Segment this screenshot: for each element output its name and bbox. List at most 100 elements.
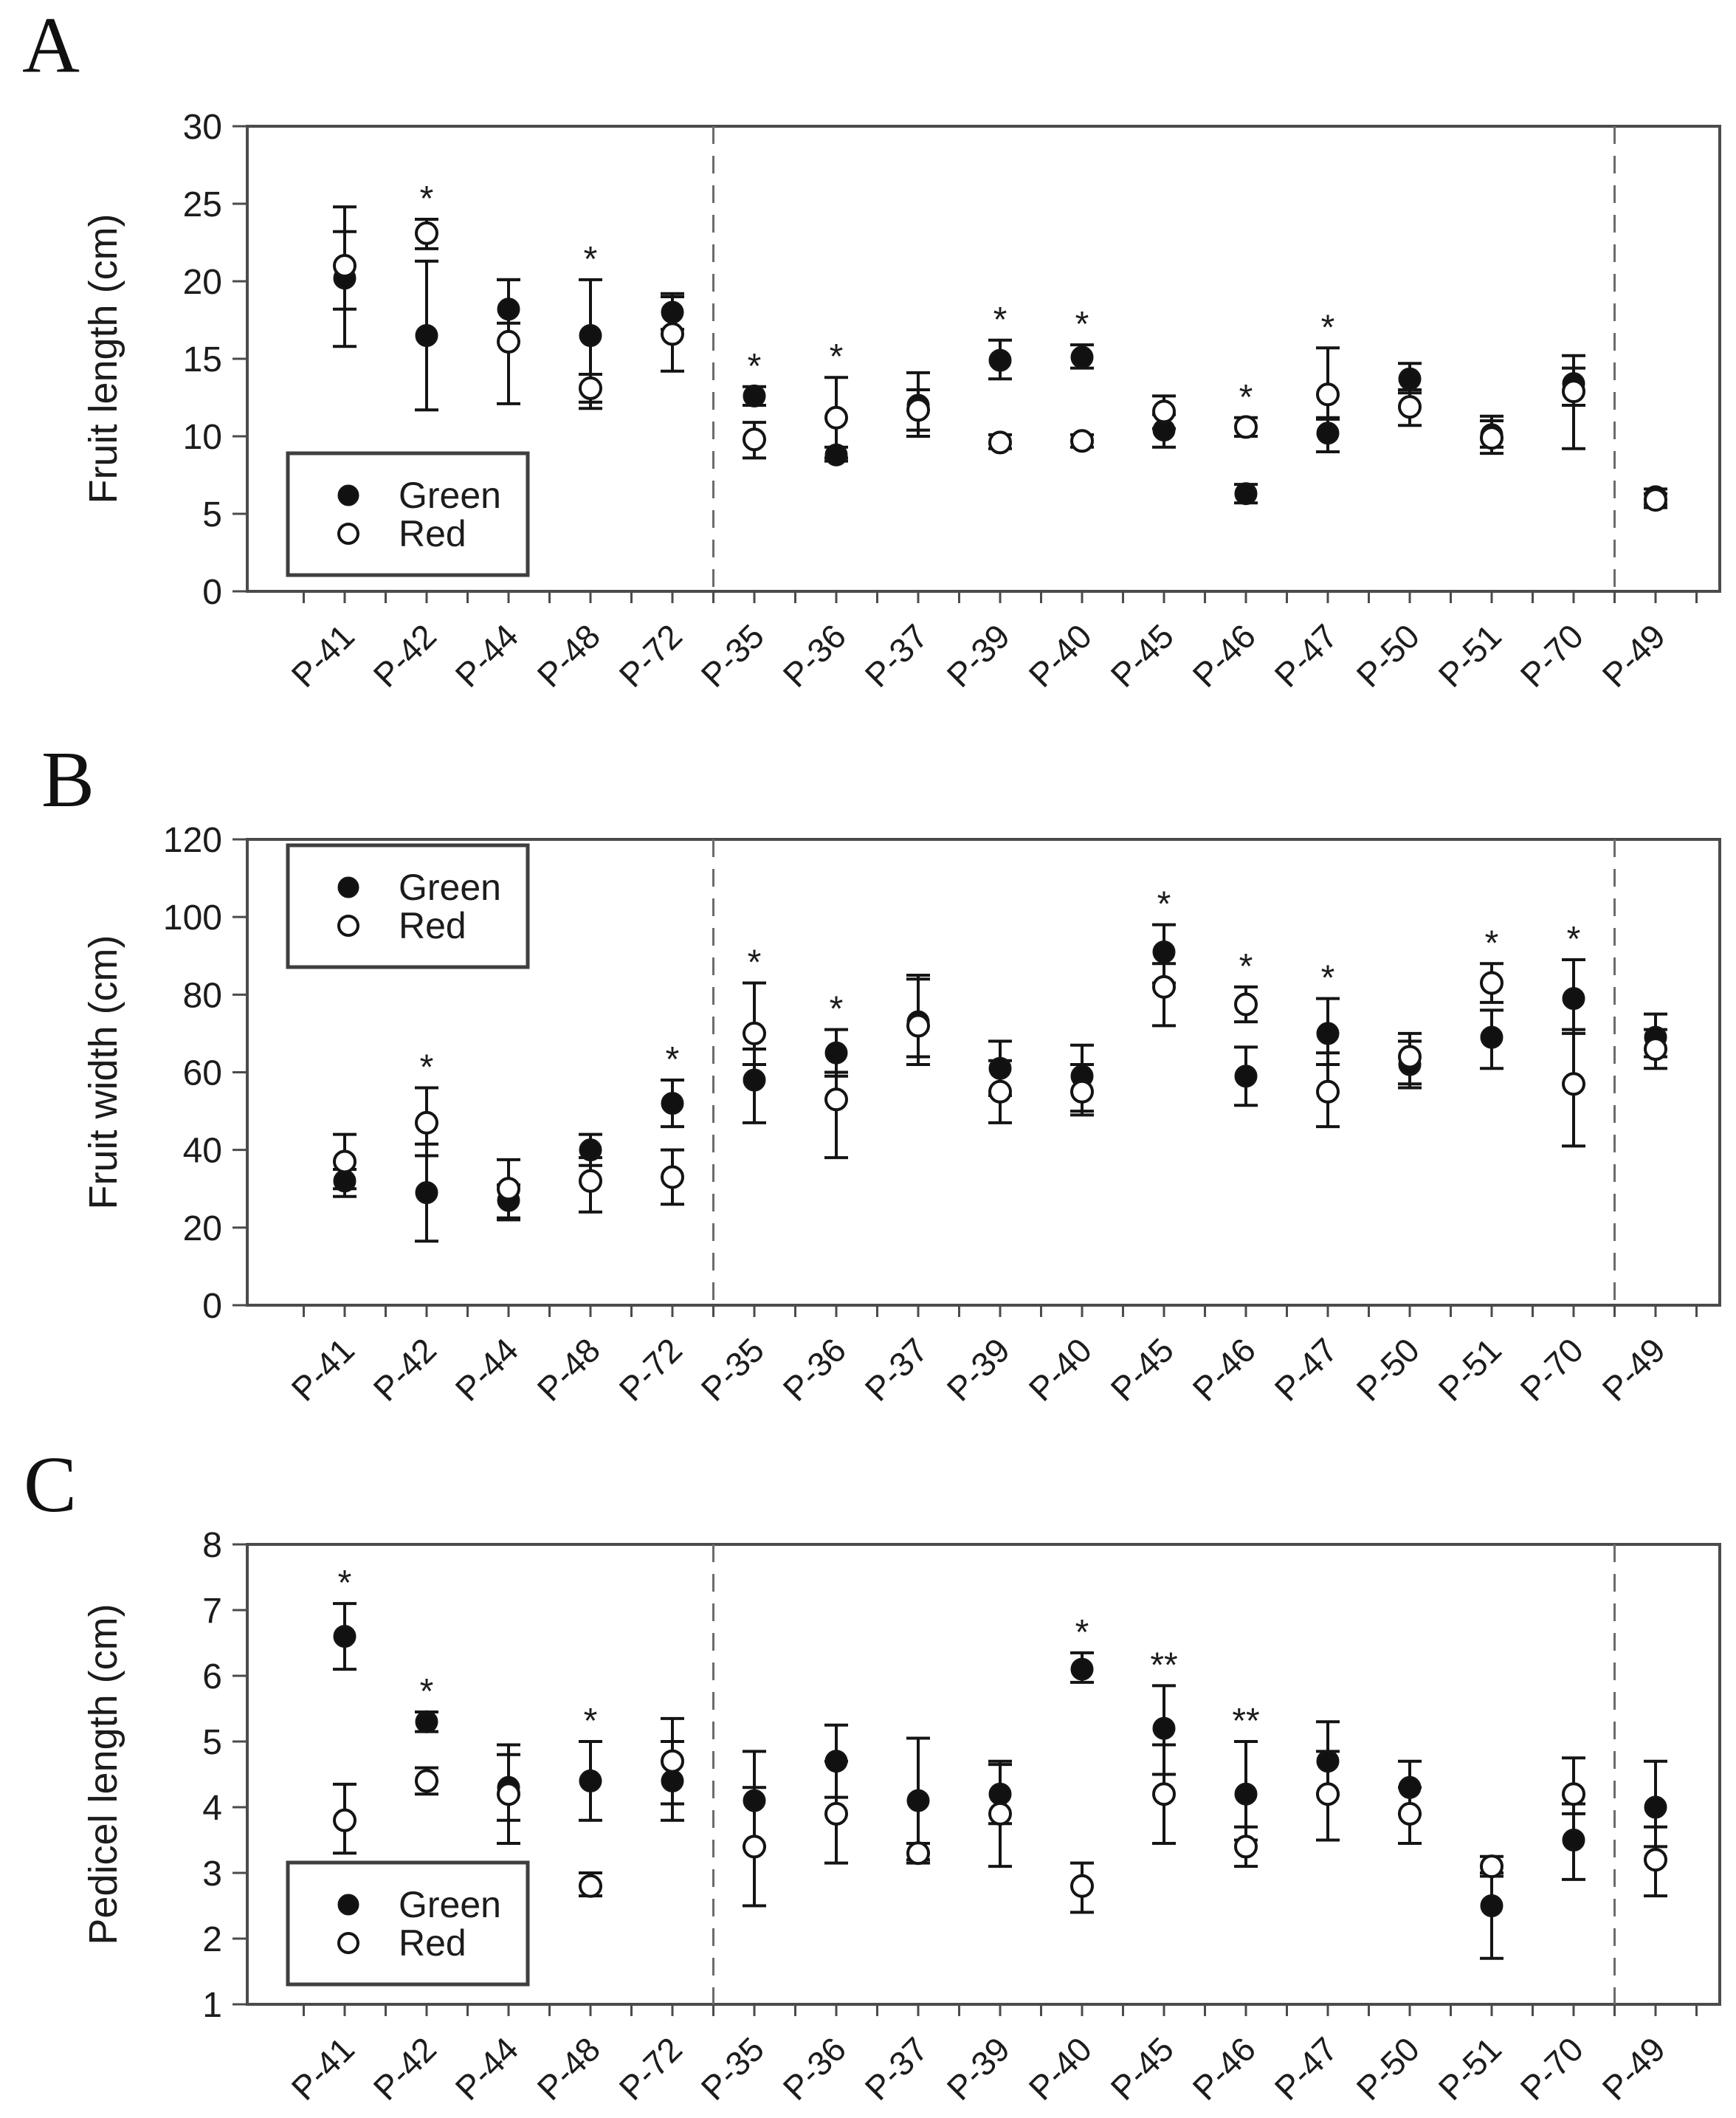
data-point-filled-circle bbox=[1070, 1657, 1094, 1681]
data-point-filled-circle bbox=[1398, 1775, 1422, 1799]
y-axis-title: Fruit width (cm) bbox=[81, 935, 125, 1209]
y-axis: 0 5 10 15 20 25 30 bbox=[183, 108, 247, 612]
x-category-label: P-45 bbox=[1103, 1330, 1181, 1408]
panel-c-label: C bbox=[24, 1441, 78, 1529]
x-category-label: P-45 bbox=[1103, 2029, 1181, 2107]
data-point-open-circle bbox=[1070, 1079, 1094, 1104]
data-point-filled-circle bbox=[743, 1789, 766, 1812]
significance-asterisk: * bbox=[420, 1048, 434, 1087]
legend-marker-open-circle bbox=[337, 523, 359, 545]
data-point-open-circle bbox=[497, 329, 520, 354]
data-point-filled-circle bbox=[743, 1068, 766, 1092]
y-tick-label: 0 bbox=[202, 1287, 222, 1326]
significance-marks: * * * * * * * * bbox=[420, 179, 1335, 417]
panel-a-chart: 0 5 10 15 20 25 30 P-41 P-42 P-44 P-48 P-72 P-35 P-36… bbox=[81, 108, 1721, 695]
data-point-filled-circle bbox=[579, 324, 602, 347]
data-point-filled-circle bbox=[1316, 1750, 1340, 1773]
x-category-label: P-70 bbox=[1513, 1330, 1591, 1408]
x-category-label: P-46 bbox=[1185, 1330, 1263, 1408]
y-axis: 1 2 3 4 5 6 7 8 bbox=[202, 1526, 247, 2025]
data-point-open-circle bbox=[906, 1841, 930, 1866]
data-point-filled-circle bbox=[1234, 482, 1258, 506]
legend-label: Green bbox=[399, 867, 501, 908]
y-tick-label: 1 bbox=[202, 1986, 222, 2025]
panel-c-chart: 1 2 3 4 5 6 7 8 P-41 P-42 P-44 P-48 P-72 P-35 P-36 P-37… bbox=[81, 1526, 1721, 2108]
x-category-label: P-42 bbox=[366, 616, 444, 694]
x-category-label: P-35 bbox=[694, 2029, 771, 2107]
x-category-label: P-49 bbox=[1595, 2029, 1673, 2107]
x-axis: P-41 P-42 P-44 P-48 P-72 P-35 P-36 P-37 P-39 P-40… bbox=[284, 2004, 1698, 2108]
data-point-open-circle bbox=[661, 322, 684, 346]
x-category-label: P-70 bbox=[1513, 616, 1591, 694]
significance-asterisk: * bbox=[1567, 920, 1581, 959]
data-point-filled-circle bbox=[415, 1710, 438, 1733]
x-category-label: P-40 bbox=[1022, 1330, 1099, 1408]
legend-box bbox=[286, 843, 530, 969]
legend-label: Red bbox=[399, 513, 466, 554]
legend-box bbox=[286, 1860, 530, 1987]
data-point-open-circle bbox=[333, 1149, 356, 1174]
x-category-label: P-36 bbox=[776, 2029, 853, 2107]
data-point-open-circle bbox=[906, 1014, 930, 1038]
significance-marks: * * * * * * * * * bbox=[420, 885, 1581, 1087]
significance-asterisk: * bbox=[1157, 885, 1171, 924]
data-point-open-circle bbox=[579, 1169, 602, 1193]
x-category-label: P-35 bbox=[694, 616, 771, 694]
data-point-filled-circle bbox=[743, 384, 766, 408]
legend-marker-filled-circle bbox=[337, 1894, 359, 1916]
data-point-filled-circle bbox=[824, 1041, 848, 1065]
series-green-markers bbox=[333, 1625, 1667, 1917]
data-point-filled-circle bbox=[824, 443, 848, 467]
significance-asterisk: * bbox=[830, 990, 844, 1029]
significance-asterisk: * bbox=[420, 1672, 434, 1711]
series-green-markers bbox=[333, 940, 1667, 1212]
data-point-open-circle bbox=[824, 1087, 848, 1112]
data-point-open-circle bbox=[1152, 974, 1176, 999]
data-point-filled-circle bbox=[1152, 940, 1176, 963]
panel-a-label: A bbox=[22, 1, 80, 89]
y-tick-label: 100 bbox=[163, 898, 222, 938]
data-point-open-circle bbox=[743, 427, 766, 452]
x-category-label: P-72 bbox=[612, 2029, 689, 2107]
data-point-open-circle bbox=[1152, 399, 1176, 424]
data-point-filled-circle bbox=[661, 1769, 684, 1792]
data-point-open-circle bbox=[415, 1769, 438, 1793]
x-category-label: P-36 bbox=[776, 1330, 853, 1408]
data-point-open-circle bbox=[1480, 971, 1504, 995]
y-axis-title: Fruit length (cm) bbox=[81, 213, 125, 503]
data-point-filled-circle bbox=[1152, 1716, 1176, 1740]
legend-label: Green bbox=[399, 475, 501, 516]
data-point-open-circle bbox=[661, 1165, 684, 1189]
data-point-open-circle bbox=[1398, 1801, 1422, 1826]
data-point-open-circle bbox=[1316, 1782, 1340, 1806]
x-category-label: P-72 bbox=[612, 616, 689, 694]
significance-asterisk: ** bbox=[1150, 1646, 1177, 1685]
data-point-filled-circle bbox=[1316, 1022, 1340, 1045]
significance-asterisk: * bbox=[1239, 378, 1253, 417]
series-red-markers bbox=[333, 1749, 1667, 1898]
data-point-filled-circle bbox=[824, 1750, 848, 1773]
y-tick-label: 0 bbox=[202, 573, 222, 612]
y-tick-label: 15 bbox=[183, 340, 222, 379]
x-category-label: P-70 bbox=[1513, 2029, 1591, 2107]
x-category-label: P-41 bbox=[284, 616, 362, 694]
data-point-open-circle bbox=[1562, 1782, 1585, 1806]
significance-asterisk: * bbox=[1321, 308, 1335, 347]
data-point-open-circle bbox=[824, 1801, 848, 1826]
y-tick-label: 7 bbox=[202, 1592, 222, 1631]
data-point-open-circle bbox=[988, 1079, 1012, 1104]
x-category-label: P-47 bbox=[1267, 616, 1345, 694]
data-point-open-circle bbox=[1234, 1835, 1258, 1859]
data-point-open-circle bbox=[1480, 1854, 1504, 1879]
data-point-open-circle bbox=[497, 1177, 520, 1201]
data-point-filled-circle bbox=[1070, 345, 1094, 369]
panel-b-label: B bbox=[41, 736, 95, 824]
legend-box bbox=[286, 451, 530, 577]
significance-asterisk: * bbox=[1485, 924, 1499, 963]
data-point-open-circle bbox=[333, 1808, 356, 1832]
significance-asterisk: * bbox=[830, 337, 844, 377]
data-point-open-circle bbox=[988, 430, 1012, 455]
data-point-open-circle bbox=[1316, 382, 1340, 407]
x-category-label: P-39 bbox=[940, 2029, 1017, 2107]
